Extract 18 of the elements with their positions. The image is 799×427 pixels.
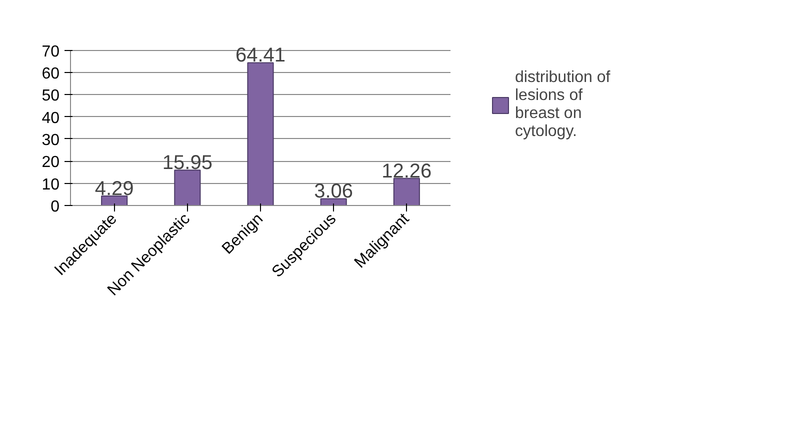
y-tick-label: 50	[42, 88, 60, 105]
data-label: 4.29	[94, 178, 134, 200]
data-label: 64.41	[235, 44, 286, 67]
y-tick-label: 30	[42, 132, 60, 149]
bar	[320, 198, 347, 206]
y-tick-label: 70	[42, 43, 60, 60]
legend-label: distribution of lesions of breast on cytology.	[515, 68, 610, 142]
y-tick-label: 20	[42, 154, 60, 172]
y-tick-label: 0	[50, 198, 60, 216]
bar	[174, 170, 201, 206]
data-label: 12.26	[382, 160, 432, 182]
bar	[101, 195, 128, 206]
bar	[393, 178, 420, 206]
y-tick-label: 40	[42, 110, 60, 127]
data-label: 3.06	[314, 180, 354, 203]
y-tick-label: 10	[42, 176, 60, 194]
y-tick-label: 60	[42, 65, 60, 82]
bar	[247, 62, 274, 206]
